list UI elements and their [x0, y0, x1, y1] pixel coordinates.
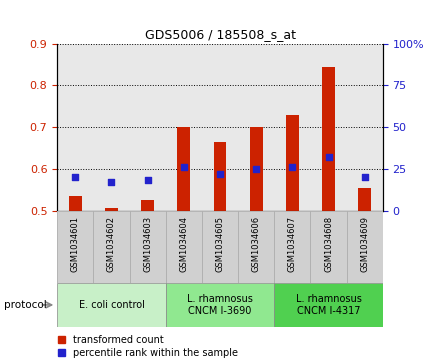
Point [72, 174, 79, 180]
Title: GDS5006 / 185508_s_at: GDS5006 / 185508_s_at [144, 28, 296, 41]
Point [108, 179, 115, 185]
Bar [286, 115, 299, 211]
Text: L. rhamnosus
CNCM I-3690: L. rhamnosus CNCM I-3690 [187, 294, 253, 316]
Point [289, 164, 296, 170]
Text: L. rhamnosus
CNCM I-4317: L. rhamnosus CNCM I-4317 [296, 294, 362, 316]
Bar [274, 211, 311, 283]
Text: GSM1034605: GSM1034605 [216, 216, 224, 272]
Bar [57, 283, 166, 327]
Bar [238, 211, 274, 283]
Text: GSM1034608: GSM1034608 [324, 216, 333, 273]
Point [144, 178, 151, 183]
Legend: transformed count, percentile rank within the sample: transformed count, percentile rank withi… [58, 335, 238, 358]
Bar [57, 211, 383, 283]
Text: GSM1034604: GSM1034604 [180, 216, 188, 272]
Bar [311, 211, 347, 283]
Point [180, 164, 187, 170]
Point [253, 166, 260, 172]
Bar [57, 211, 93, 283]
Point [216, 171, 224, 177]
Bar [105, 208, 118, 211]
Bar [214, 142, 226, 211]
Bar [166, 283, 274, 327]
Point [361, 174, 368, 180]
Bar [141, 200, 154, 211]
Bar [274, 283, 383, 327]
Text: GSM1034609: GSM1034609 [360, 216, 369, 272]
Text: GSM1034606: GSM1034606 [252, 216, 260, 273]
Bar [250, 127, 263, 211]
Point [325, 154, 332, 160]
Bar [347, 211, 383, 283]
Bar [166, 211, 202, 283]
Bar [322, 66, 335, 211]
Text: E. coli control: E. coli control [78, 300, 144, 310]
Bar [177, 127, 190, 211]
Bar [69, 196, 82, 211]
Text: GSM1034602: GSM1034602 [107, 216, 116, 272]
Text: GSM1034601: GSM1034601 [71, 216, 80, 272]
Text: protocol: protocol [4, 300, 47, 310]
Bar [129, 211, 166, 283]
Bar [93, 211, 129, 283]
Text: GSM1034603: GSM1034603 [143, 216, 152, 273]
Bar [359, 188, 371, 211]
Text: GSM1034607: GSM1034607 [288, 216, 297, 273]
Bar [202, 211, 238, 283]
